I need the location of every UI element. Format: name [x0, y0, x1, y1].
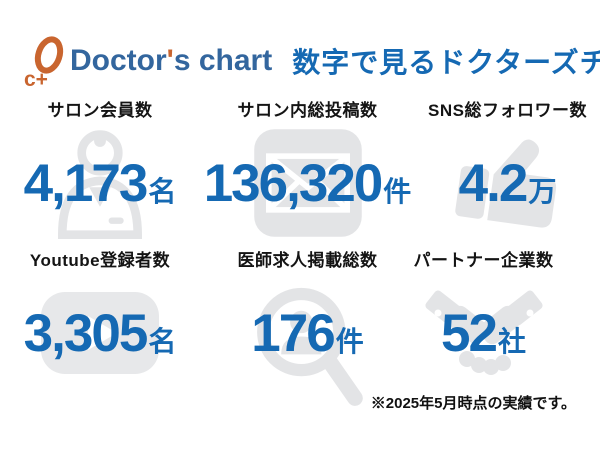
stat-partner-companies: パートナー企業数 52社 [391, 246, 576, 396]
envelope-icon [253, 129, 362, 237]
doctors-chart-logo: c+ [24, 32, 66, 90]
stat-sns-followers: 4.2万 SNS総フォロワー数 [415, 96, 600, 246]
logo-oval-icon [34, 36, 64, 74]
stat-label: Youtube登録者数 [29, 251, 171, 270]
stat-value: 52社 [441, 303, 526, 363]
stat-label: SNS総フォロワー数 [428, 101, 587, 120]
page-title: 数字で見るドクターズチャート [292, 47, 600, 78]
stat-salon-members: サロン会員数 4,173名 [0, 96, 200, 246]
handshake-icon [424, 290, 543, 375]
brand-name: Doctor's chart [70, 44, 273, 77]
stat-label: 医師求人掲載総数 [237, 251, 378, 270]
stat-value: 4,173名 [23, 153, 177, 213]
stat-value: 136,320件 [203, 153, 412, 213]
doctor-icon [57, 130, 143, 239]
thumbs-up-icon [454, 139, 556, 228]
header: c+ Doctor's chart 数字で見るドクターズチャート [24, 32, 600, 90]
job-search-icon [256, 287, 363, 406]
stat-value: 4.2万 [458, 153, 557, 213]
stat-value: 176件 [251, 303, 364, 363]
youtube-play-icon [41, 292, 159, 374]
stat-job-postings: 医師求人掲載総数 176件 [200, 246, 415, 406]
stats-grid: サロン会員数 4,173名 サロン内総投稿数 [0, 96, 600, 406]
stat-label: パートナー企業数 [413, 251, 554, 270]
stat-value: 3,305名 [23, 303, 177, 363]
logo-text: c+ [24, 68, 48, 91]
footnote: ※2025年5月時点の実績です。 [370, 395, 576, 412]
stat-salon-posts: サロン内総投稿数 136,320件 [200, 96, 415, 246]
stat-label: サロン会員数 [47, 101, 153, 120]
stat-label: サロン内総投稿数 [237, 101, 378, 120]
stat-youtube-subscribers: Youtube登録者数 3,305名 [0, 246, 200, 396]
